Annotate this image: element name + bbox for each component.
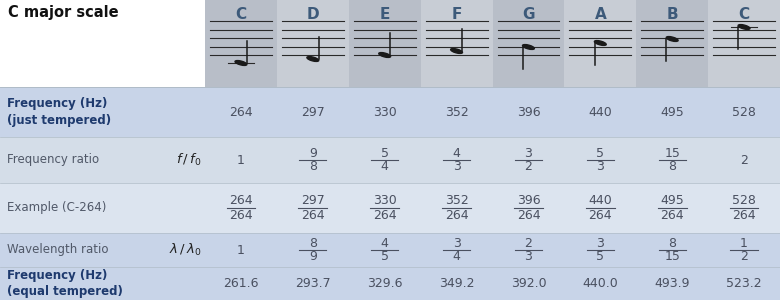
Text: 264: 264 <box>516 209 541 222</box>
Bar <box>349 0 420 87</box>
Text: 3: 3 <box>597 237 604 250</box>
Text: 293.7: 293.7 <box>295 277 331 290</box>
Text: 523.2: 523.2 <box>726 277 762 290</box>
Bar <box>205 0 277 87</box>
Ellipse shape <box>523 45 534 50</box>
Text: $\mathit{f\,/\,f}_0$: $\mathit{f\,/\,f}_0$ <box>176 152 201 168</box>
Text: Example (C-264): Example (C-264) <box>7 202 106 214</box>
Text: 264: 264 <box>732 209 756 222</box>
Text: 1: 1 <box>237 244 245 256</box>
Text: 5: 5 <box>381 147 388 160</box>
Text: Frequency (Hz)
(equal tempered): Frequency (Hz) (equal tempered) <box>7 269 123 298</box>
Text: F: F <box>452 7 462 22</box>
Text: 264: 264 <box>229 194 253 207</box>
Text: $\mathit{\lambda\,/\,\lambda}_0$: $\mathit{\lambda\,/\,\lambda}_0$ <box>168 242 201 258</box>
Text: 9: 9 <box>309 250 317 263</box>
Text: 5: 5 <box>597 147 604 160</box>
Text: Frequency (Hz)
(just tempered): Frequency (Hz) (just tempered) <box>7 97 111 127</box>
Text: 528: 528 <box>732 194 756 207</box>
Ellipse shape <box>235 61 246 65</box>
Bar <box>420 0 492 87</box>
Text: 4: 4 <box>381 160 388 173</box>
Text: 5: 5 <box>381 250 388 263</box>
Text: A: A <box>594 7 606 22</box>
Text: 297: 297 <box>301 194 324 207</box>
Bar <box>708 0 780 87</box>
Text: 440.0: 440.0 <box>583 277 619 290</box>
Bar <box>0 0 205 87</box>
Text: 8: 8 <box>668 237 676 250</box>
Text: 330: 330 <box>373 106 396 118</box>
Text: C: C <box>739 7 750 22</box>
Text: 352: 352 <box>445 106 469 118</box>
Text: 440: 440 <box>588 194 612 207</box>
Text: 2: 2 <box>740 250 748 263</box>
Text: 330: 330 <box>373 194 396 207</box>
Text: D: D <box>307 7 319 22</box>
Text: 495: 495 <box>661 106 684 118</box>
Ellipse shape <box>451 49 463 53</box>
Text: 1: 1 <box>740 237 748 250</box>
Text: 264: 264 <box>588 209 612 222</box>
Bar <box>492 0 565 87</box>
Text: 297: 297 <box>301 106 324 118</box>
Text: 3: 3 <box>597 160 604 173</box>
Text: 9: 9 <box>309 147 317 160</box>
Ellipse shape <box>307 57 319 62</box>
Text: C: C <box>236 7 246 22</box>
Bar <box>0 87 780 137</box>
Text: 349.2: 349.2 <box>439 277 474 290</box>
Text: 3: 3 <box>452 237 460 250</box>
Text: 8: 8 <box>668 160 676 173</box>
Bar <box>0 233 780 267</box>
Text: 1: 1 <box>237 154 245 166</box>
Text: 8: 8 <box>309 160 317 173</box>
Text: 396: 396 <box>516 106 541 118</box>
Text: 2: 2 <box>524 237 533 250</box>
Bar <box>0 267 780 300</box>
Text: 15: 15 <box>665 250 680 263</box>
Bar <box>0 183 780 233</box>
Ellipse shape <box>379 52 391 57</box>
Text: 264: 264 <box>373 209 396 222</box>
Text: 261.6: 261.6 <box>223 277 259 290</box>
Text: 5: 5 <box>597 250 604 263</box>
Text: G: G <box>522 7 534 22</box>
Text: 4: 4 <box>452 250 460 263</box>
Text: 15: 15 <box>665 147 680 160</box>
Bar <box>636 0 708 87</box>
Text: 440: 440 <box>588 106 612 118</box>
Text: 3: 3 <box>524 147 533 160</box>
Text: 2: 2 <box>740 154 748 166</box>
Text: B: B <box>666 7 678 22</box>
Text: 264: 264 <box>301 209 324 222</box>
Text: Frequency ratio: Frequency ratio <box>7 154 99 166</box>
Text: 528: 528 <box>732 106 756 118</box>
Bar <box>565 0 636 87</box>
Text: 2: 2 <box>524 160 533 173</box>
Text: 396: 396 <box>516 194 541 207</box>
Ellipse shape <box>594 40 606 45</box>
Text: 264: 264 <box>445 209 468 222</box>
Text: Wavelength ratio: Wavelength ratio <box>7 244 108 256</box>
Text: 264: 264 <box>229 209 253 222</box>
Text: 4: 4 <box>452 147 460 160</box>
Text: 3: 3 <box>452 160 460 173</box>
Text: 495: 495 <box>661 194 684 207</box>
Text: 264: 264 <box>229 106 253 118</box>
Text: 264: 264 <box>661 209 684 222</box>
Text: 4: 4 <box>381 237 388 250</box>
Text: E: E <box>380 7 390 22</box>
Text: 3: 3 <box>524 250 533 263</box>
Text: 352: 352 <box>445 194 469 207</box>
Bar <box>277 0 349 87</box>
Text: 329.6: 329.6 <box>367 277 402 290</box>
Text: 8: 8 <box>309 237 317 250</box>
Text: 392.0: 392.0 <box>511 277 546 290</box>
Bar <box>0 137 780 183</box>
Text: 493.9: 493.9 <box>654 277 690 290</box>
Text: C major scale: C major scale <box>8 5 119 20</box>
Ellipse shape <box>666 37 678 41</box>
Ellipse shape <box>738 25 750 29</box>
